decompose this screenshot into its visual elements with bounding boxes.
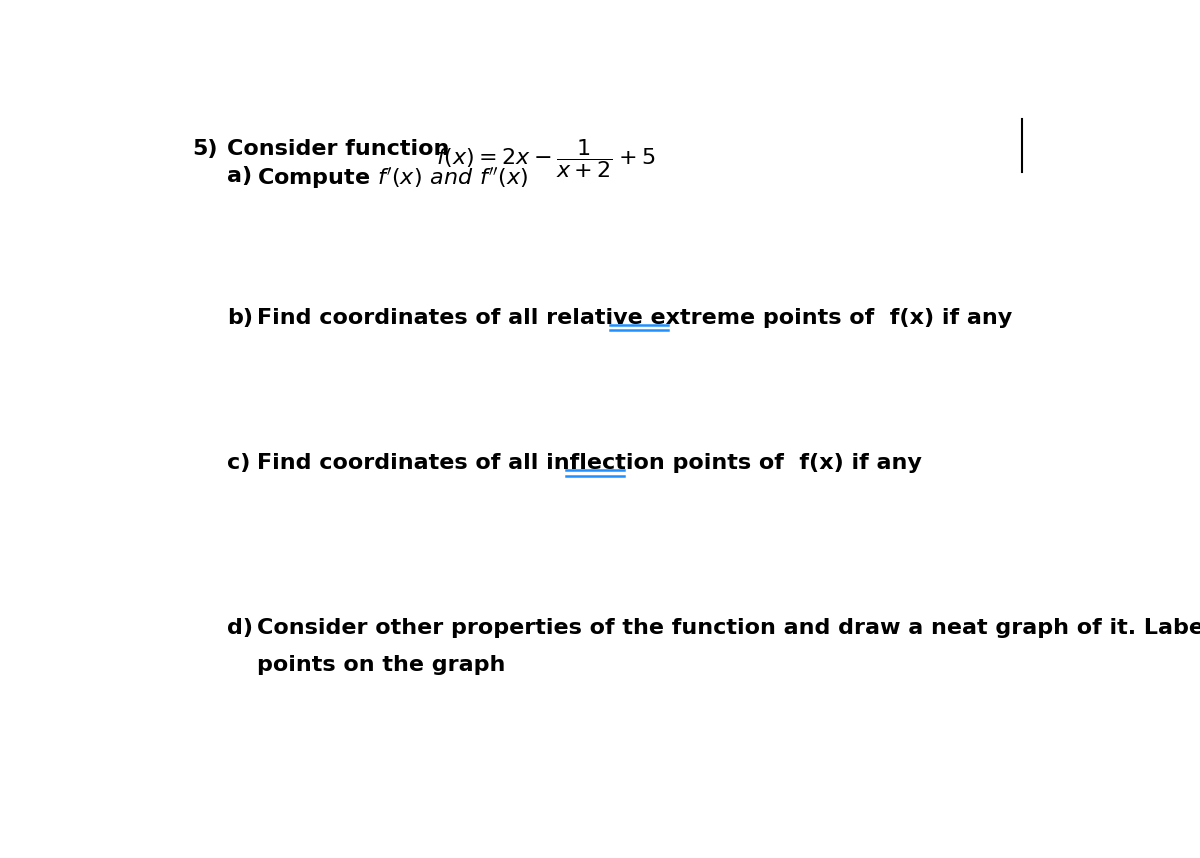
Text: Consider function: Consider function <box>227 139 457 160</box>
Text: Find coordinates of all inflection points of  f(x) if any: Find coordinates of all inflection point… <box>257 453 922 473</box>
Text: Find coordinates of all relative extreme points of  f(x) if any: Find coordinates of all relative extreme… <box>257 308 1013 328</box>
Text: 5): 5) <box>192 139 217 160</box>
Text: d): d) <box>227 619 253 638</box>
Text: Consider other properties of the function and draw a neat graph of it. Label imp: Consider other properties of the functio… <box>257 619 1200 638</box>
Text: Compute $f'(x)$ $\mathit{and}$ $f''(x)$: Compute $f'(x)$ $\mathit{and}$ $f''(x)$ <box>257 166 528 191</box>
Text: $f(x) = 2x - \dfrac{1}{x+2} + 5$: $f(x) = 2x - \dfrac{1}{x+2} + 5$ <box>437 137 655 180</box>
Text: c): c) <box>227 453 251 473</box>
Text: a): a) <box>227 166 252 185</box>
Text: b): b) <box>227 308 253 328</box>
Text: points on the graph: points on the graph <box>257 655 505 674</box>
